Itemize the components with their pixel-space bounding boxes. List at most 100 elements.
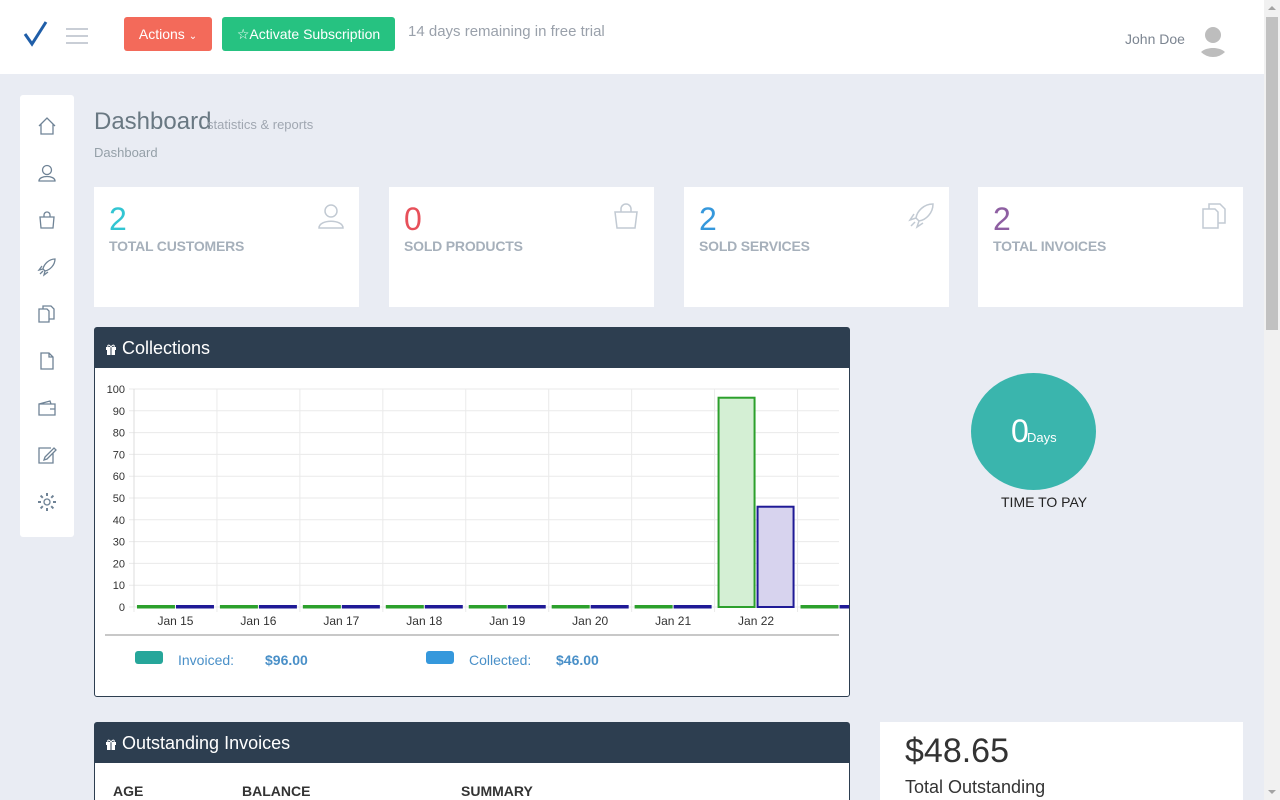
actions-button[interactable]: Actions ⌄ (124, 17, 212, 51)
sidebar (20, 95, 74, 537)
logo-checkmark-icon[interactable] (22, 20, 48, 48)
avatar[interactable] (1196, 23, 1230, 57)
bar-invoiced (551, 605, 590, 609)
sidebar-item-documents[interactable] (37, 351, 57, 371)
trial-status: 14 days remaining in free trial (408, 23, 605, 40)
x-tick-label: Jan 19 (489, 614, 525, 628)
sidebar-item-products[interactable] (37, 210, 57, 230)
outstanding-invoices-panel: Outstanding Invoices AGE BALANCE SUMMARY (94, 722, 850, 800)
gift-icon (106, 344, 116, 355)
bar-invoiced (800, 605, 839, 609)
tile-total-customers[interactable]: 2 TOTAL CUSTOMERS (94, 187, 359, 307)
user-avatar-icon (1199, 27, 1227, 57)
y-tick-label: 0 (119, 602, 125, 614)
x-tick-label: Jan 17 (323, 614, 359, 628)
activate-subscription-button[interactable]: ☆Activate Subscription (222, 17, 395, 51)
tile-sold-products[interactable]: 0 SOLD PRODUCTS (389, 187, 654, 307)
outstanding-header: Outstanding Invoices (95, 723, 849, 763)
shopping-bag-icon (39, 211, 55, 229)
sidebar-item-notes[interactable] (37, 445, 57, 465)
sidebar-item-invoices[interactable] (37, 304, 57, 324)
y-tick-label: 30 (113, 537, 125, 549)
bar-collected (258, 605, 297, 609)
column-header-summary[interactable]: SUMMARY (461, 783, 533, 799)
page-scrollbar[interactable] (1264, 0, 1280, 800)
breadcrumb[interactable]: Dashboard (94, 145, 158, 160)
page-title: Dashboard (94, 108, 212, 135)
star-icon: ☆ (236, 26, 250, 42)
bar-invoiced (302, 605, 341, 609)
bar-collected (673, 605, 712, 609)
time-to-pay-label: TIME TO PAY (1001, 494, 1088, 510)
file-icon (40, 352, 54, 370)
x-tick-label: Jan 16 (240, 614, 276, 628)
wallet-icon (38, 400, 56, 416)
y-tick-label: 40 (113, 515, 125, 527)
bar-collected (839, 605, 849, 609)
tile-label: SOLD SERVICES (699, 238, 810, 254)
legend-invoiced-swatch (135, 651, 163, 664)
tile-label: TOTAL CUSTOMERS (109, 238, 245, 254)
legend-divider (105, 634, 839, 636)
chevron-down-icon: ⌄ (188, 31, 198, 42)
sidebar-item-customers[interactable] (37, 163, 57, 183)
tile-total-invoices[interactable]: 2 TOTAL INVOICES (978, 187, 1243, 307)
bar-invoiced (219, 605, 258, 609)
tile-label: SOLD PRODUCTS (404, 238, 523, 254)
y-tick-label: 100 (107, 384, 125, 396)
total-outstanding-amount: $48.65 (905, 732, 1009, 770)
bar-collected (756, 505, 795, 608)
home-icon (38, 117, 56, 135)
tile-sold-services[interactable]: 2 SOLD SERVICES (684, 187, 949, 307)
y-tick-label: 70 (113, 449, 125, 461)
sidebar-item-settings[interactable] (37, 492, 57, 512)
scroll-down-arrow-icon[interactable] (1264, 784, 1280, 800)
total-outstanding-card: $48.65 Total Outstanding (880, 722, 1243, 800)
bar-invoiced (634, 605, 673, 609)
column-header-balance[interactable]: BALANCE (242, 783, 311, 799)
menu-toggle-icon[interactable] (66, 28, 88, 46)
x-tick-label: Jan 22 (738, 614, 774, 628)
bar-invoiced (136, 605, 175, 609)
outstanding-title: Outstanding Invoices (122, 733, 291, 753)
x-tick-label: Jan 15 (157, 614, 193, 628)
y-tick-label: 80 (113, 428, 125, 440)
rocket-icon (37, 258, 56, 277)
tile-value: 2 (109, 201, 127, 237)
tile-label: TOTAL INVOICES (993, 238, 1107, 254)
scroll-thumb[interactable] (1266, 17, 1278, 330)
documents-icon (1202, 203, 1226, 229)
bar-collected (590, 605, 629, 609)
gift-icon (106, 739, 116, 750)
page-subtitle: statistics & reports (207, 117, 314, 132)
sidebar-item-home[interactable] (37, 116, 57, 136)
actions-label: Actions (138, 26, 185, 42)
legend-collected-swatch (426, 651, 454, 664)
y-tick-label: 90 (113, 406, 125, 418)
sidebar-item-services[interactable] (37, 257, 57, 277)
y-tick-label: 10 (113, 580, 125, 592)
top-bar: Actions ⌄ ☆Activate Subscription 14 days… (0, 0, 1264, 74)
shopping-bag-icon (614, 203, 638, 229)
collections-header: Collections (95, 328, 849, 368)
y-tick-label: 60 (113, 471, 125, 483)
legend-collected-label: Collected: (469, 652, 532, 668)
bar-collected (507, 605, 546, 609)
tile-value: 2 (699, 201, 717, 237)
bar-collected (175, 605, 214, 609)
gear-icon (38, 493, 56, 511)
scroll-up-arrow-icon[interactable] (1264, 0, 1280, 16)
bar-invoiced (468, 605, 507, 609)
legend-invoiced-label: Invoiced: (178, 652, 235, 668)
edit-icon (38, 447, 57, 464)
bar-invoiced (717, 396, 756, 608)
bar-collected (341, 605, 380, 609)
sidebar-item-wallet[interactable] (37, 398, 57, 418)
collections-title: Collections (122, 338, 211, 358)
time-to-pay-unit: Days (1027, 430, 1057, 445)
user-icon (38, 164, 56, 182)
user-name[interactable]: John Doe (1125, 31, 1185, 47)
column-header-age[interactable]: AGE (113, 783, 144, 799)
legend-invoiced-value: $96.00 (265, 652, 308, 668)
time-to-pay-value: 0 (1011, 413, 1029, 449)
